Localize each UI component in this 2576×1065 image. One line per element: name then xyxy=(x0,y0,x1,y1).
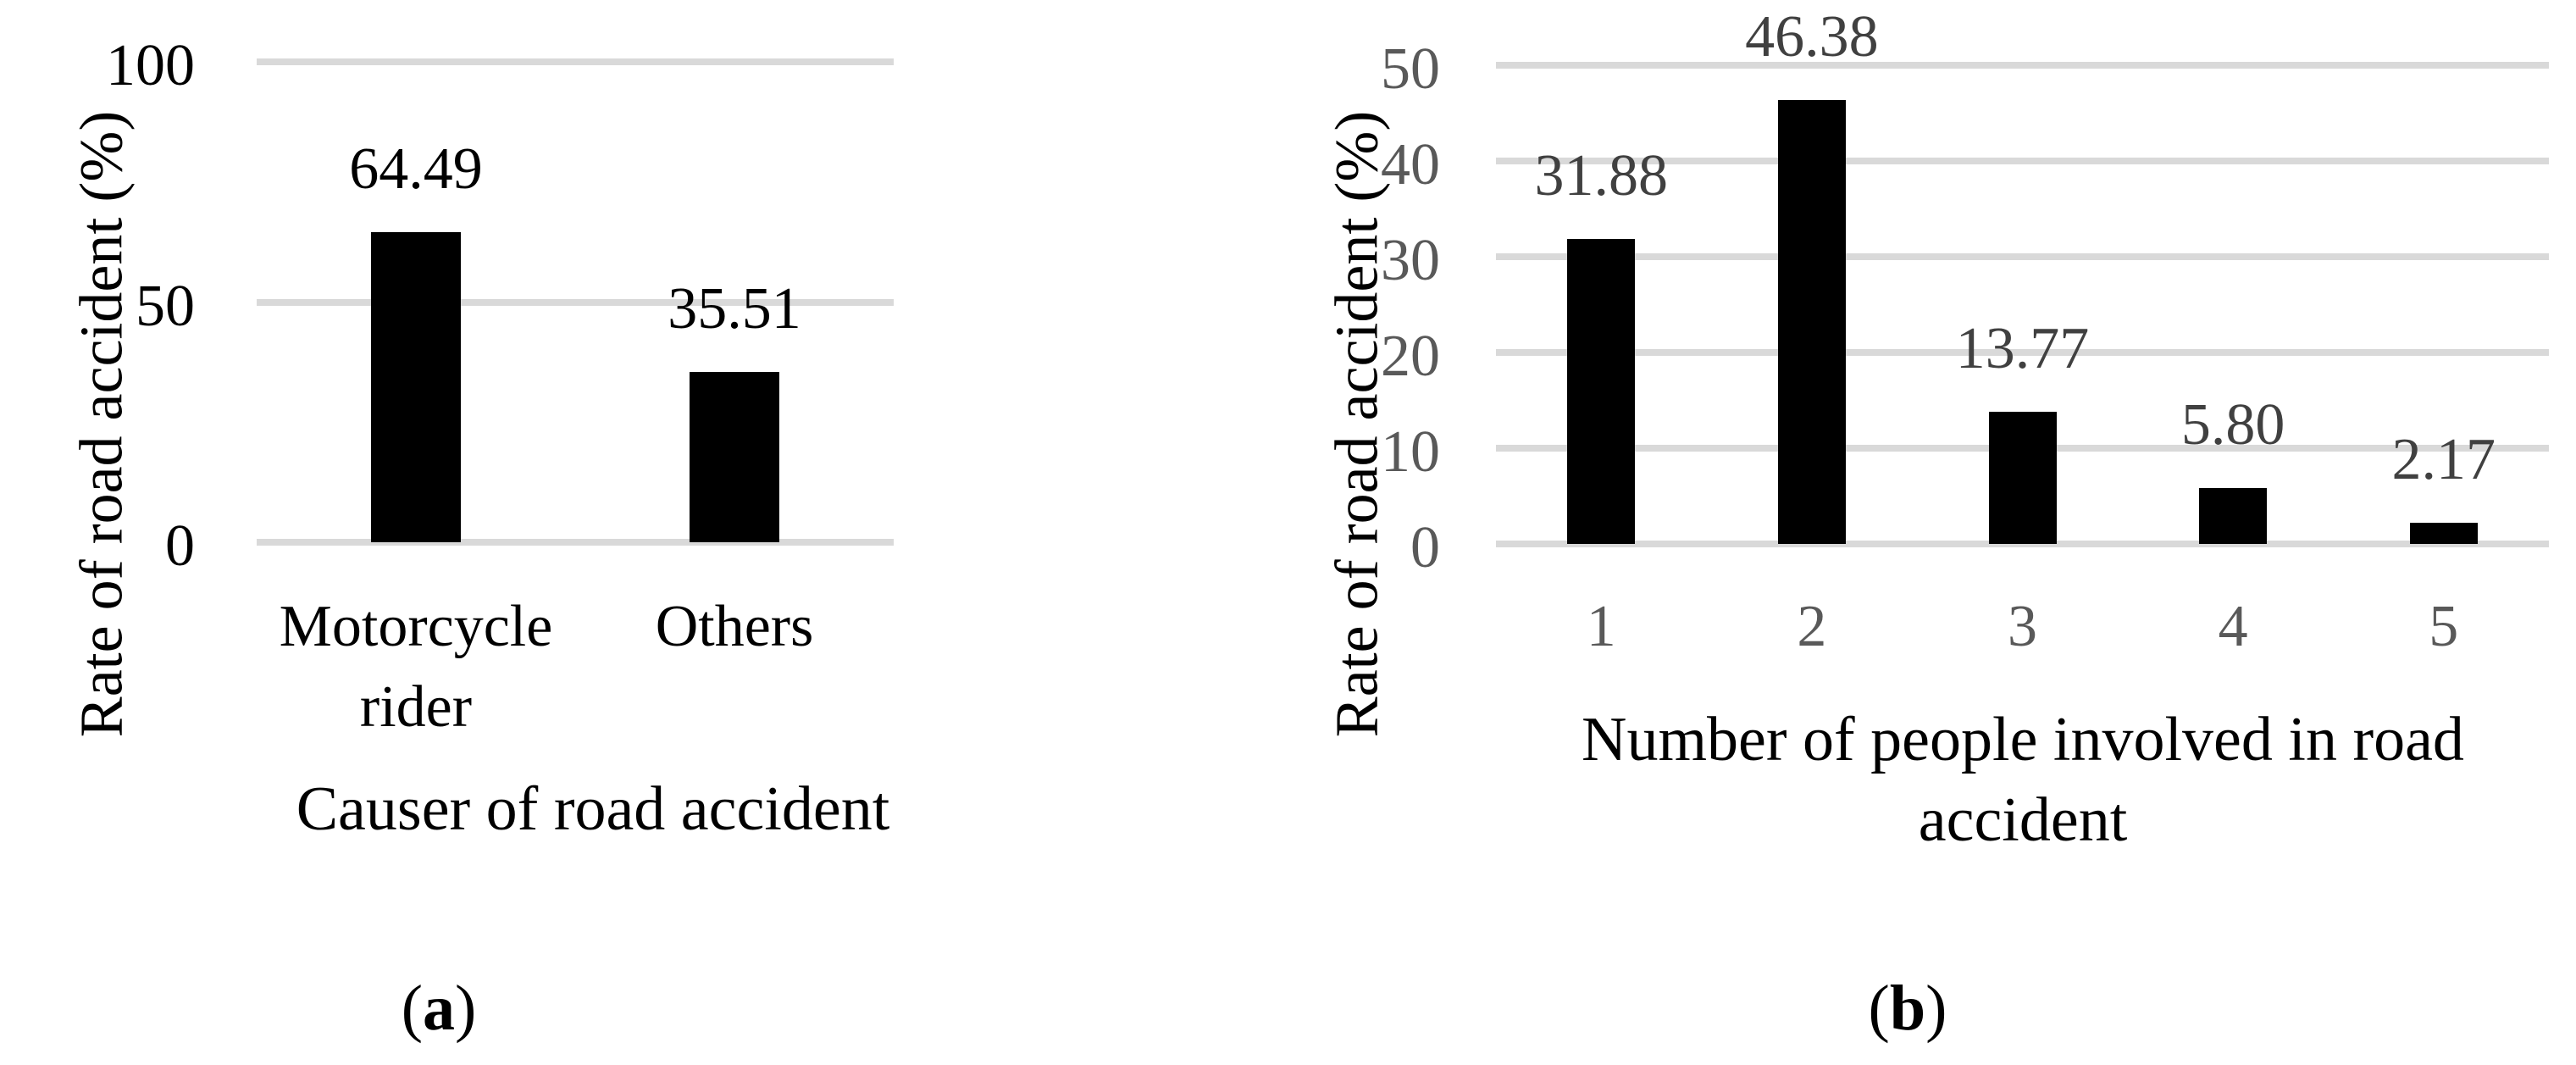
bar xyxy=(2409,523,2478,544)
bar-value-label: 2.17 xyxy=(2391,427,2496,493)
bar xyxy=(1777,99,1846,544)
bar xyxy=(690,371,779,542)
gridline xyxy=(1496,541,2549,547)
x-tick-label: 5 xyxy=(2429,594,2459,659)
gridline xyxy=(1496,158,2549,164)
y-tick-label: 30 xyxy=(1381,228,1440,293)
bar xyxy=(1988,412,2057,544)
y-tick-label: 50 xyxy=(136,273,195,339)
y-tick-label: 20 xyxy=(1381,324,1440,389)
bar xyxy=(1567,238,1636,544)
bar-value-label: 35.51 xyxy=(668,275,801,341)
x-axis-title: Causer of road accident xyxy=(296,774,890,844)
gridline xyxy=(1496,253,2549,260)
x-tick-label: 2 xyxy=(1797,594,1827,659)
caption-paren: ( xyxy=(1868,973,1890,1044)
bar xyxy=(2199,488,2268,544)
caption-letter: b xyxy=(1889,973,1926,1044)
y-tick-label: 100 xyxy=(106,33,195,98)
gridline xyxy=(257,298,894,306)
gridline xyxy=(257,58,894,65)
caption-paren: ) xyxy=(455,973,477,1044)
x-tick-label: 1 xyxy=(1586,594,1616,659)
y-tick-label: 0 xyxy=(1410,515,1440,580)
y-tick-label: 10 xyxy=(1381,419,1440,485)
x-tick-label: Others xyxy=(655,594,814,659)
y-tick-label: 40 xyxy=(1381,132,1440,197)
bar-value-label: 64.49 xyxy=(349,136,483,202)
bar xyxy=(371,232,461,542)
x-tick-label: 3 xyxy=(2008,594,2037,659)
bar-value-label: 5.80 xyxy=(2180,392,2285,458)
x-axis-title: Number of people involved in road accide… xyxy=(1582,705,2464,855)
bar-value-label: 31.88 xyxy=(1534,142,1669,208)
x-tick-label: 4 xyxy=(2218,594,2248,659)
bar-value-label: 13.77 xyxy=(1955,316,2090,382)
caption-letter: a xyxy=(423,973,455,1044)
caption-paren: ) xyxy=(1925,973,1947,1044)
gridline xyxy=(1496,349,2549,356)
y-tick-label: 0 xyxy=(165,513,195,579)
bar-value-label: 46.38 xyxy=(1745,3,1879,69)
x-tick-label: Motorcycle rider xyxy=(279,594,553,740)
gridline xyxy=(1496,62,2549,69)
y-tick-label: 50 xyxy=(1381,36,1440,102)
subfigure-caption-b: (b) xyxy=(1738,973,2077,1045)
subfigure-caption-a: (a) xyxy=(269,973,608,1045)
caption-paren: ( xyxy=(401,973,423,1044)
gridline xyxy=(257,539,894,546)
